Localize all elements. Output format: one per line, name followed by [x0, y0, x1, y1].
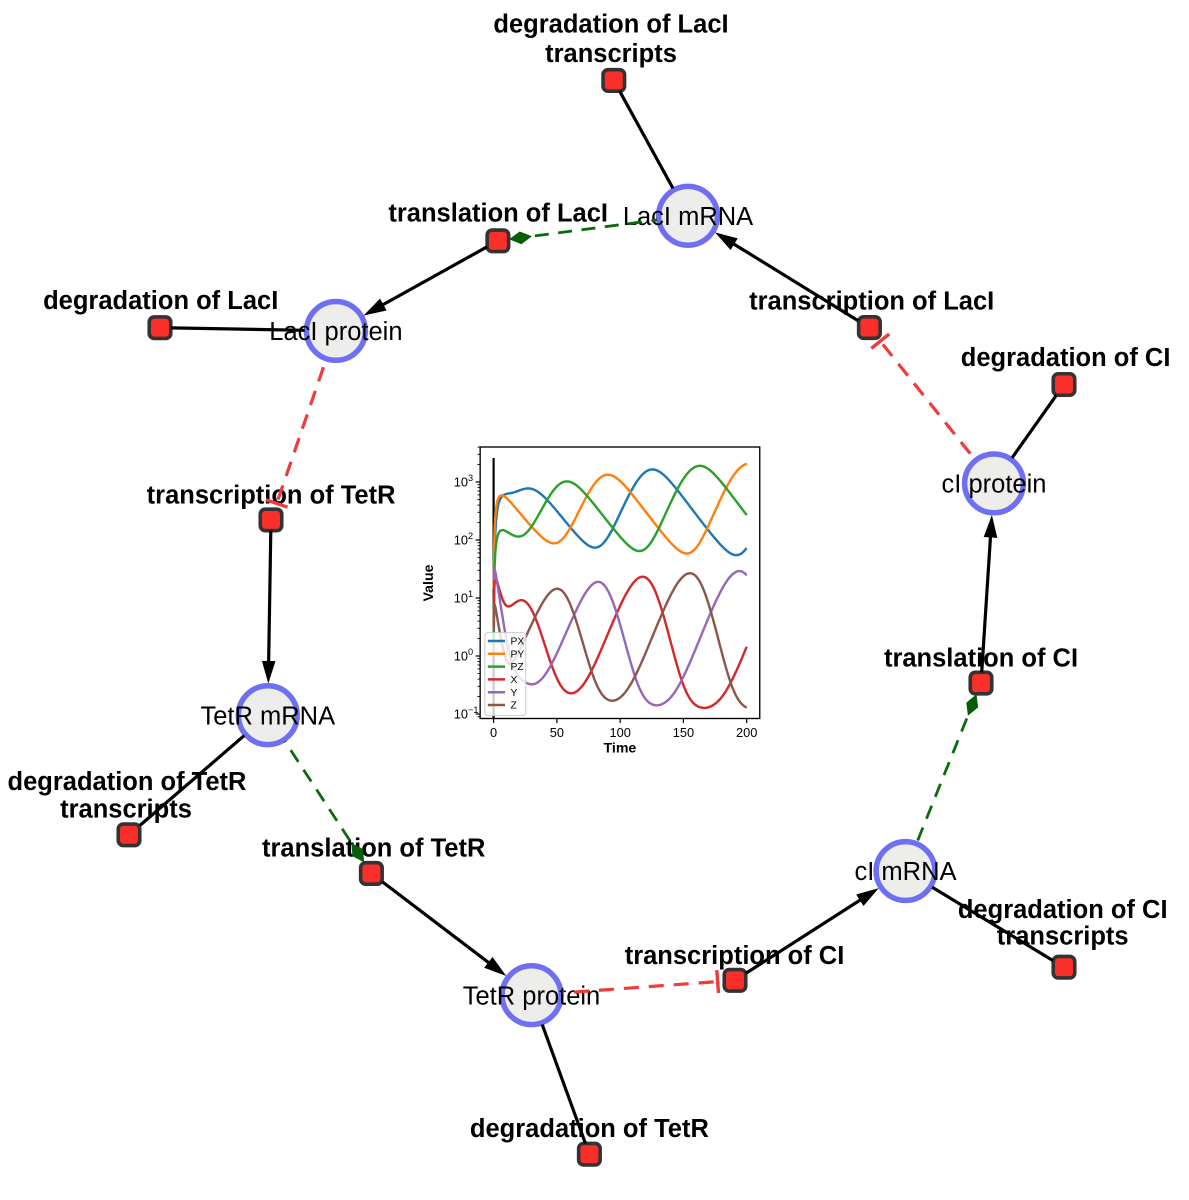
svg-text:LacI protein: LacI protein	[269, 318, 402, 346]
svg-text:degradation of LacI: degradation of LacI	[493, 11, 728, 39]
svg-text:degradation of TetR: degradation of TetR	[8, 768, 247, 796]
svg-text:degradation of TetR: degradation of TetR	[470, 1115, 709, 1143]
svg-text:Time: Time	[603, 740, 636, 756]
svg-text:200: 200	[736, 725, 757, 740]
svg-text:transcription of CI: transcription of CI	[625, 942, 845, 970]
svg-text:cI protein: cI protein	[942, 471, 1047, 499]
svg-text:Z: Z	[511, 701, 517, 712]
svg-text:0: 0	[490, 725, 497, 740]
svg-text:PY: PY	[511, 649, 525, 660]
svg-text:transcription of LacI: transcription of LacI	[749, 288, 994, 316]
svg-text:50: 50	[550, 725, 564, 740]
svg-text:translation of TetR: translation of TetR	[262, 834, 485, 862]
svg-text:translation of LacI: translation of LacI	[388, 199, 608, 227]
svg-text:100: 100	[610, 725, 631, 740]
svg-text:transcription of TetR: transcription of TetR	[147, 481, 396, 509]
svg-text:Value: Value	[421, 564, 437, 601]
svg-text:cI mRNA: cI mRNA	[855, 858, 957, 886]
svg-text:TetR mRNA: TetR mRNA	[200, 702, 335, 730]
svg-text:PX: PX	[511, 637, 525, 648]
svg-text:degradation of CI: degradation of CI	[958, 896, 1168, 924]
svg-text:transcripts: transcripts	[545, 40, 677, 68]
svg-text:Y: Y	[511, 688, 518, 699]
svg-text:degradation of LacI: degradation of LacI	[43, 287, 278, 315]
svg-text:PZ: PZ	[511, 662, 524, 673]
svg-text:degradation of CI: degradation of CI	[961, 344, 1171, 372]
svg-text:150: 150	[673, 725, 694, 740]
svg-text:X: X	[511, 675, 518, 686]
svg-text:LacI mRNA: LacI mRNA	[623, 203, 753, 231]
svg-text:transcripts: transcripts	[997, 923, 1129, 951]
svg-text:TetR protein: TetR protein	[463, 982, 601, 1010]
svg-text:transcripts: transcripts	[60, 796, 192, 824]
